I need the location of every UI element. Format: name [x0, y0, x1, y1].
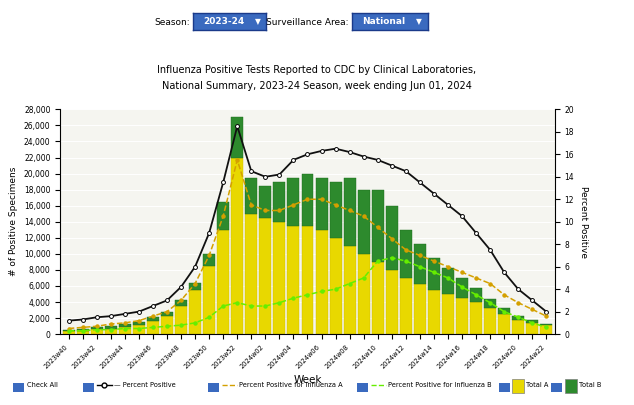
Bar — [316, 230, 328, 334]
Bar — [316, 177, 328, 230]
Bar — [119, 327, 131, 334]
Bar — [105, 326, 117, 328]
Text: ▼: ▼ — [255, 17, 261, 26]
Bar — [344, 177, 356, 246]
Text: Total A: Total A — [526, 382, 548, 388]
Bar — [231, 117, 243, 158]
Bar — [470, 302, 482, 334]
Bar — [386, 270, 398, 334]
Bar — [470, 288, 482, 302]
Bar — [414, 284, 426, 334]
Bar — [400, 230, 412, 278]
Bar — [540, 324, 552, 325]
Bar — [330, 181, 342, 238]
Text: Check All: Check All — [27, 382, 58, 388]
Bar — [231, 158, 243, 334]
Bar — [175, 306, 187, 334]
Bar — [91, 327, 103, 329]
Text: ▼: ▼ — [416, 17, 422, 26]
Bar — [203, 266, 215, 334]
Bar — [133, 322, 145, 325]
Bar — [512, 320, 524, 334]
Bar — [552, 383, 562, 392]
Bar — [203, 254, 215, 266]
Bar — [526, 323, 538, 334]
Text: National: National — [362, 17, 405, 26]
Bar — [273, 181, 285, 222]
Text: Surveillance Area:: Surveillance Area: — [266, 18, 349, 27]
Bar — [133, 325, 145, 334]
Bar — [161, 316, 173, 334]
Text: Total B: Total B — [579, 382, 602, 388]
Bar — [63, 331, 75, 334]
Bar — [358, 190, 370, 254]
Bar — [484, 309, 496, 334]
Bar — [330, 238, 342, 334]
Bar — [91, 329, 103, 334]
Bar — [273, 222, 285, 334]
Text: National Summary, 2023-24 Season, week ending Jun 01, 2024: National Summary, 2023-24 Season, week e… — [162, 81, 472, 91]
Bar — [484, 299, 496, 309]
Bar — [372, 190, 384, 262]
Bar — [77, 330, 89, 334]
Text: Season:: Season: — [155, 18, 190, 27]
Bar — [302, 174, 313, 226]
Bar — [63, 330, 75, 331]
Bar — [428, 258, 440, 290]
Bar — [428, 290, 440, 334]
Bar — [512, 315, 524, 320]
Bar — [161, 312, 173, 316]
Bar — [344, 246, 356, 334]
Bar — [357, 383, 368, 392]
Bar — [372, 262, 384, 334]
Bar — [217, 202, 229, 230]
Bar — [13, 383, 23, 392]
Bar — [540, 325, 552, 334]
Bar — [119, 324, 131, 327]
Bar — [512, 379, 524, 393]
Bar — [456, 278, 468, 298]
Bar — [77, 329, 89, 330]
Bar — [498, 383, 510, 392]
Text: Percent Positive for Influenza B: Percent Positive for Influenza B — [388, 382, 491, 388]
Bar — [105, 328, 117, 334]
Bar — [189, 290, 201, 334]
Bar — [287, 226, 299, 334]
Bar — [442, 294, 454, 334]
Text: Percent Positive for Influenza A: Percent Positive for Influenza A — [239, 382, 342, 388]
Bar — [442, 268, 454, 294]
Bar — [400, 278, 412, 334]
Bar — [245, 177, 257, 214]
Bar — [287, 177, 299, 226]
Y-axis label: # of Positive Specimens: # of Positive Specimens — [10, 167, 18, 277]
Bar — [259, 185, 271, 218]
Text: — Percent Positive: — Percent Positive — [114, 382, 176, 388]
Bar — [526, 320, 538, 323]
Bar — [84, 383, 94, 392]
Bar — [565, 379, 577, 393]
Bar — [217, 230, 229, 334]
X-axis label: Week: Week — [294, 375, 321, 386]
Bar — [498, 314, 510, 334]
Bar — [414, 244, 426, 284]
Text: Influenza Positive Tests Reported to CDC by Clinical Laboratories,: Influenza Positive Tests Reported to CDC… — [157, 65, 477, 75]
Bar — [302, 226, 313, 334]
Bar — [498, 308, 510, 314]
Y-axis label: Percent Positive: Percent Positive — [579, 186, 588, 258]
Bar — [358, 254, 370, 334]
Bar — [208, 383, 219, 392]
Text: 2023-24: 2023-24 — [204, 17, 245, 26]
Bar — [147, 317, 159, 321]
Bar — [386, 206, 398, 270]
Bar — [456, 298, 468, 334]
Bar — [175, 301, 187, 306]
Bar — [147, 321, 159, 334]
Bar — [245, 214, 257, 334]
Bar — [259, 218, 271, 334]
Bar — [189, 283, 201, 290]
